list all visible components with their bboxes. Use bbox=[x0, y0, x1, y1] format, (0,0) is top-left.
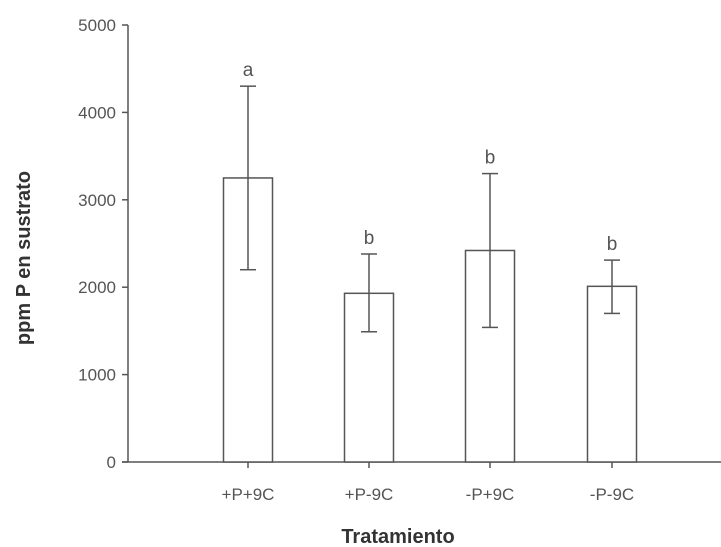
x-tick-label: +P+9C bbox=[222, 485, 275, 504]
significance-label: b bbox=[364, 228, 375, 249]
y-axis-title: ppm P en sustrato bbox=[13, 171, 35, 345]
bars bbox=[222, 177, 638, 463]
x-axis-title: Tratamiento bbox=[341, 526, 454, 547]
significance-label: a bbox=[243, 60, 254, 81]
x-tick-label: +P-9C bbox=[345, 485, 394, 504]
x-tick-label: -P-9C bbox=[590, 485, 634, 504]
significance-label: b bbox=[485, 148, 496, 169]
y-tick-label: 2000 bbox=[78, 278, 116, 297]
bar bbox=[586, 285, 638, 463]
labels: +P+9C a +P-9C b -P+9C b -P-9C b bbox=[222, 60, 635, 504]
y-tick-label: 4000 bbox=[78, 103, 116, 122]
significance-label: b bbox=[607, 234, 618, 255]
y-tick-label: 1000 bbox=[78, 366, 116, 385]
y-tick-label: 0 bbox=[107, 453, 116, 472]
x-tick-label: -P+9C bbox=[466, 485, 515, 504]
y-tick-label: 5000 bbox=[78, 16, 116, 35]
axes: 0 1000 2000 3000 4000 5000 bbox=[78, 16, 721, 472]
error-bars bbox=[240, 85, 620, 333]
y-tick-label: 3000 bbox=[78, 191, 116, 210]
